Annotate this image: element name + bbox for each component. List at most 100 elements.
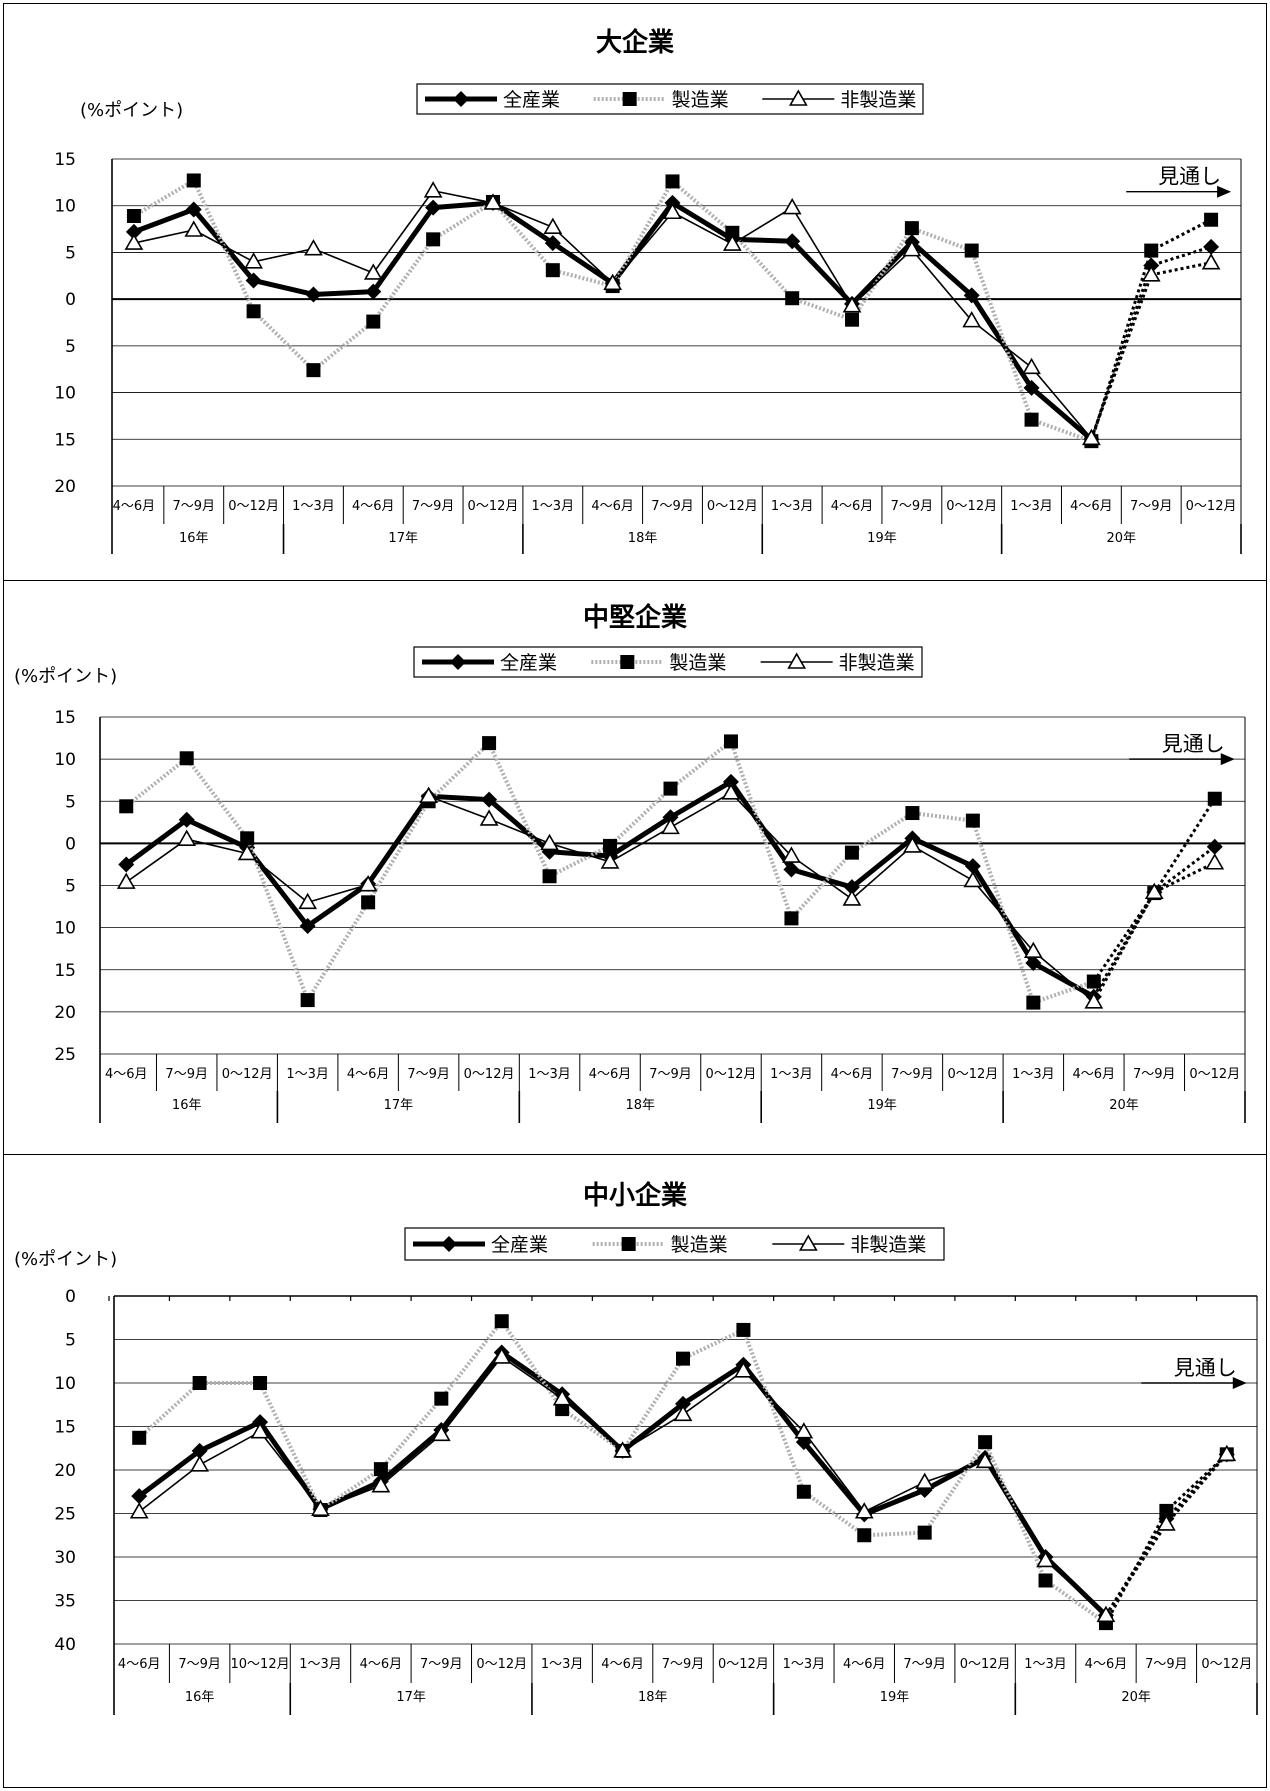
marker-point-2-4 xyxy=(373,1462,388,1477)
category-label-5: 7～9月 xyxy=(420,1657,463,1672)
marker-point-3-18 xyxy=(1201,253,1221,270)
y-tick-label-3: 15 xyxy=(54,1418,76,1438)
marker-point-3-10 xyxy=(722,234,742,251)
marker-point-legend-2 xyxy=(621,1237,636,1251)
legend-label-2: 製造業 xyxy=(672,89,729,111)
marker-point-2-18 xyxy=(1204,212,1219,227)
marker-point-1-3 xyxy=(305,286,322,303)
category-label-2: 0～12月 xyxy=(228,499,279,514)
category-label-17: 7～9月 xyxy=(1133,1067,1176,1082)
category-label-17: 7～9月 xyxy=(1145,1657,1188,1672)
category-label-11: 1～3月 xyxy=(770,1067,813,1082)
marker-point-3-4 xyxy=(358,875,378,892)
marker-point-3-5 xyxy=(419,786,438,803)
year-label-3: 19年 xyxy=(880,1690,910,1705)
series-line-3 xyxy=(125,792,1095,1003)
category-label-6: 0～12月 xyxy=(476,1657,527,1672)
category-label-1: 7～9月 xyxy=(165,1067,208,1082)
marker-point-3-5 xyxy=(423,181,443,198)
marker-point-3-9 xyxy=(673,1404,693,1422)
year-label-4: 20年 xyxy=(1109,1098,1139,1113)
marker-point-3-13 xyxy=(902,240,922,257)
series-line-3 xyxy=(138,1356,1107,1616)
marker-point-3-10 xyxy=(721,783,741,800)
y-tick-label-2: 5 xyxy=(65,792,76,812)
category-label-10: 0～12月 xyxy=(707,499,758,514)
year-label-1: 17年 xyxy=(388,531,418,546)
marker-point-2-1 xyxy=(179,751,194,766)
marker-point-3-3 xyxy=(311,1499,330,1516)
marker-point-3-0 xyxy=(116,872,136,889)
marker-point-2-14 xyxy=(978,1435,993,1450)
marker-point-3-14 xyxy=(962,311,982,328)
marker-point-2-13 xyxy=(905,806,920,821)
category-label-18: 0～12月 xyxy=(1186,499,1237,514)
forecast-label: 見通し xyxy=(1162,732,1225,756)
marker-point-legend-2 xyxy=(620,655,635,669)
category-label-5: 7～9月 xyxy=(412,499,455,514)
marker-point-1-9 xyxy=(675,1395,691,1412)
series-2 xyxy=(126,173,1219,449)
marker-point-legend-1 xyxy=(453,91,469,107)
marker-point-1-14 xyxy=(964,858,981,875)
category-label-10: 0～12月 xyxy=(718,1657,769,1672)
chart-small-medium-enterprises: 中小企業 (%ポイント) 全産業 製造業 非製造業 0 5 10 15 20 25 30 35 40 4～6… xyxy=(14,1180,1258,1715)
category-label-0: 4～6月 xyxy=(113,499,156,514)
marker-point-3-2 xyxy=(244,252,263,269)
marker-point-1-10 xyxy=(722,773,739,790)
category-label-16: 4～6月 xyxy=(1085,1657,1128,1672)
year-label-2: 18年 xyxy=(638,1690,668,1705)
y-tick-label-1: 10 xyxy=(54,197,76,217)
y-tick-label-6: 15 xyxy=(54,961,76,981)
legend-label-1: 全産業 xyxy=(500,652,557,674)
marker-point-3-11 xyxy=(794,1422,814,1439)
chart-panel-small: 中小企業 (%ポイント) 全産業 製造業 非製造業 0 5 10 15 20 25 30 35 40 4～6… xyxy=(3,1154,1267,1788)
marker-point-3-7 xyxy=(543,217,563,235)
category-label-11: 1～3月 xyxy=(783,1657,826,1672)
marker-point-1-18 xyxy=(1206,838,1223,855)
y-tick-label-4: 20 xyxy=(54,1461,76,1481)
y-tick-label-5: 10 xyxy=(54,384,76,404)
marker-point-3-2 xyxy=(237,843,257,861)
series-3 xyxy=(124,181,1221,446)
marker-point-1-0 xyxy=(125,223,142,240)
marker-point-2-12 xyxy=(845,312,860,327)
y-tick-label-7: 20 xyxy=(54,477,76,497)
category-label-18: 0～12月 xyxy=(1189,1067,1240,1082)
marker-point-3-17 xyxy=(1156,1514,1176,1531)
marker-point-2-1 xyxy=(186,173,201,188)
category-label-4: 4～6月 xyxy=(347,1067,390,1082)
marker-point-2-9 xyxy=(676,1351,690,1366)
marker-point-3-15 xyxy=(1022,357,1041,375)
marker-point-3-17 xyxy=(1141,265,1161,282)
legend-label-2: 製造業 xyxy=(671,1234,728,1256)
marker-point-3-4 xyxy=(363,263,383,280)
legend-label-1: 全産業 xyxy=(491,1234,548,1256)
year-label-3: 19年 xyxy=(867,1098,897,1113)
year-label-2: 18年 xyxy=(628,531,658,546)
marker-point-1-5 xyxy=(425,199,442,216)
category-label-12: 4～6月 xyxy=(831,499,874,514)
marker-point-2-7 xyxy=(542,869,557,884)
y-tick-label-6: 30 xyxy=(54,1548,76,1568)
marker-point-2-0 xyxy=(119,799,134,814)
marker-point-3-16 xyxy=(1082,428,1101,446)
legend: 全産業 製造業 非製造業 xyxy=(416,83,924,115)
category-label-2: 10～12月 xyxy=(231,1657,290,1672)
category-label-1: 7～9月 xyxy=(178,1657,221,1672)
category-label-11: 1～3月 xyxy=(771,499,814,514)
marker-point-legend-3 xyxy=(798,1234,818,1251)
year-label-4: 20年 xyxy=(1121,1690,1151,1705)
category-label-3: 1～3月 xyxy=(299,1657,342,1672)
marker-point-3-14 xyxy=(963,870,983,888)
marker-point-3-16 xyxy=(1084,992,1104,1009)
marker-point-3-1 xyxy=(190,1455,210,1472)
category-label-0: 4～6月 xyxy=(105,1067,148,1082)
marker-point-1-3 xyxy=(299,917,316,934)
y-tick-label-2: 5 xyxy=(65,243,76,263)
series-forecast-line-3 xyxy=(1089,261,1212,439)
category-label-16: 4～6月 xyxy=(1073,1067,1116,1082)
series-line-1 xyxy=(133,200,1094,442)
marker-point-3-11 xyxy=(782,846,801,863)
marker-point-legend-3 xyxy=(787,652,807,669)
